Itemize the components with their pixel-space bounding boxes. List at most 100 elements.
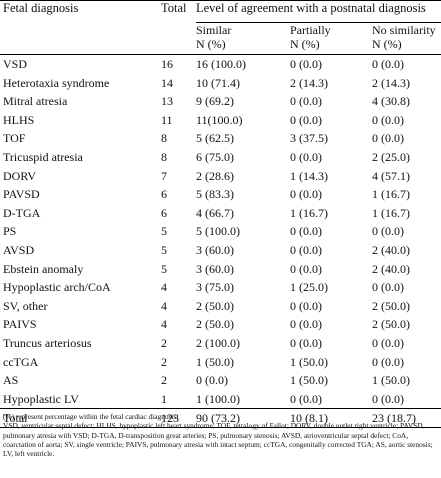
table-row: HLHS 11 11(100.0) 0 (0.0) 0 (0.0): [0, 111, 441, 130]
table-row: PS 5 5 (100.0) 0 (0.0) 0 (0.0): [0, 222, 441, 241]
cell-diagnosis: Mitral atresia: [3, 94, 68, 109]
cell-partially: 2 (14.3): [290, 75, 328, 90]
cell-no-similarity: 0 (0.0): [372, 354, 404, 369]
cell-diagnosis: Ebstein anomaly: [3, 261, 84, 276]
cell-similar: 6 (75.0): [196, 149, 234, 164]
cell-similar: 2 (50.0): [196, 298, 234, 313]
cell-no-similarity: 0 (0.0): [372, 131, 404, 146]
cell-similar: 1 (100.0): [196, 391, 240, 406]
cell-similar: 5 (83.3): [196, 187, 234, 202]
cell-no-similarity: 0 (0.0): [372, 224, 404, 239]
cell-partially: 0 (0.0): [290, 335, 322, 350]
cell-similar: 3 (60.0): [196, 261, 234, 276]
cell-diagnosis: D-TGA: [3, 205, 41, 220]
cell-diagnosis: SV, other: [3, 298, 48, 313]
header-similar-label: Similar: [196, 23, 232, 37]
cell-similar: 2 (28.6): [196, 168, 234, 183]
cell-similar: 9 (69.2): [196, 94, 234, 109]
cell-total: 14: [161, 75, 173, 90]
table-row: PAIVS 4 2 (50.0) 0 (0.0) 2 (50.0): [0, 315, 441, 334]
header-agreement: Level of agreement with a postnatal diag…: [196, 0, 441, 23]
table-total-row: Total 123 90 (73.2) 10 (8.1) 23 (18.7): [0, 408, 441, 429]
cell-diagnosis: Truncus arteriosus: [3, 335, 92, 350]
header-no-similarity: No similarity N (%): [372, 22, 441, 55]
cell-total: 4: [161, 298, 167, 313]
table-row: Mitral atresia 13 9 (69.2) 0 (0.0) 4 (30.8): [0, 92, 441, 111]
cell-similar: 2 (50.0): [196, 317, 234, 332]
cell-total: 7: [161, 168, 167, 183]
table-row: ccTGA 2 1 (50.0) 1 (50.0) 0 (0.0): [0, 353, 441, 372]
cell-diagnosis: AS: [3, 373, 19, 388]
cell-total: 2: [161, 335, 167, 350]
cell-partially: 1 (50.0): [290, 373, 328, 388]
cell-partially: 0 (0.0): [290, 149, 322, 164]
cell-no-similarity: 4 (57.1): [372, 168, 410, 183]
header-partially-label: Partially: [290, 23, 331, 37]
cell-partially: 1 (25.0): [290, 280, 328, 295]
cell-total: 2: [161, 373, 167, 388]
cell-similar: 10 (71.4): [196, 75, 240, 90]
header-partially-unit: N (%): [290, 37, 320, 51]
cell-similar: 1 (50.0): [196, 354, 234, 369]
cell-partially: 0 (0.0): [290, 242, 322, 257]
footnote-abbreviations: VSD, ventricular septal defect; HLHS, hy…: [3, 421, 433, 459]
cell-partially: 0 (0.0): [290, 112, 322, 127]
cell-no-similarity: 4 (30.8): [372, 94, 410, 109]
cell-no-similarity: 0 (0.0): [372, 112, 404, 127]
cell-total: 8: [161, 149, 167, 164]
cell-no-similarity: 23 (18.7): [372, 408, 441, 429]
header-similar: Similar N (%): [196, 22, 290, 55]
cell-no-similarity: 2 (50.0): [372, 317, 410, 332]
cell-no-similarity: 1 (50.0): [372, 373, 410, 388]
table-row: Tricuspid atresia 8 6 (75.0) 0 (0.0) 2 (25.0…: [0, 148, 441, 167]
cell-similar: 3 (60.0): [196, 242, 234, 257]
cell-total: 5: [161, 242, 167, 257]
cell-total: 6: [161, 187, 167, 202]
cell-similar: 4 (66.7): [196, 205, 234, 220]
cell-no-similarity: 2 (40.0): [372, 242, 410, 257]
agreement-table: Fetal diagnosis Total Level of agreement…: [0, 0, 441, 429]
table-footnotes: (%) represent percentage within the feta…: [3, 412, 439, 458]
cell-total: 6: [161, 205, 167, 220]
cell-diagnosis: ccTGA: [3, 354, 39, 369]
header-empty-cell: [161, 22, 196, 55]
table-subheader-row: Similar N (%) Partially N (%) No similar…: [0, 22, 441, 55]
cell-total: 5: [161, 224, 167, 239]
table-row: Hypoplastic LV 1 1 (100.0) 0 (0.0) 0 (0.0): [0, 390, 441, 409]
cell-partially: 1 (14.3): [290, 168, 328, 183]
cell-total: 16: [161, 57, 173, 71]
cell-no-similarity: 2 (14.3): [372, 75, 410, 90]
header-no-similarity-label: No similarity: [372, 23, 436, 37]
cell-total: 2: [161, 354, 167, 369]
cell-no-similarity: 0 (0.0): [372, 280, 404, 295]
cell-diagnosis: Total: [0, 408, 161, 429]
table-row: VSD 16 16 (100.0) 0 (0.0) 0 (0.0): [0, 55, 441, 74]
cell-total: 13: [161, 94, 173, 109]
table-row: Ebstein anomaly 5 3 (60.0) 0 (0.0) 2 (40.0): [0, 260, 441, 279]
header-similar-unit: N (%): [196, 37, 226, 51]
cell-no-similarity: 2 (25.0): [372, 149, 410, 164]
header-partially: Partially N (%): [290, 22, 372, 55]
cell-no-similarity: 0 (0.0): [372, 391, 404, 406]
cell-total: 4: [161, 317, 167, 332]
cell-diagnosis: PAVSD: [3, 187, 40, 202]
table-row: AVSD 5 3 (60.0) 0 (0.0) 2 (40.0): [0, 241, 441, 260]
cell-diagnosis: Heterotaxia syndrome: [3, 75, 110, 90]
cell-partially: 3 (37.5): [290, 131, 328, 146]
cell-partially: 0 (0.0): [290, 187, 322, 202]
cell-similar: 5 (62.5): [196, 131, 234, 146]
cell-partially: 0 (0.0): [290, 57, 322, 71]
table-row: PAVSD 6 5 (83.3) 0 (0.0) 1 (16.7): [0, 185, 441, 204]
table-row: SV, other 4 2 (50.0) 0 (0.0) 2 (50.0): [0, 297, 441, 316]
cell-no-similarity: 2 (50.0): [372, 298, 410, 313]
header-total: Total: [161, 0, 196, 23]
cell-partially: 0 (0.0): [290, 94, 322, 109]
table-row: AS 2 0 (0.0) 1 (50.0) 1 (50.0): [0, 371, 441, 390]
cell-partially: 0 (0.0): [290, 224, 322, 239]
cell-total: 5: [161, 261, 167, 276]
cell-total: 11: [161, 112, 173, 127]
header-agreement-label: Level of agreement with a postnatal diag…: [196, 1, 426, 15]
table-row: Heterotaxia syndrome 14 10 (71.4) 2 (14.3) 2…: [0, 74, 441, 93]
cell-partially: 0 (0.0): [290, 391, 322, 406]
